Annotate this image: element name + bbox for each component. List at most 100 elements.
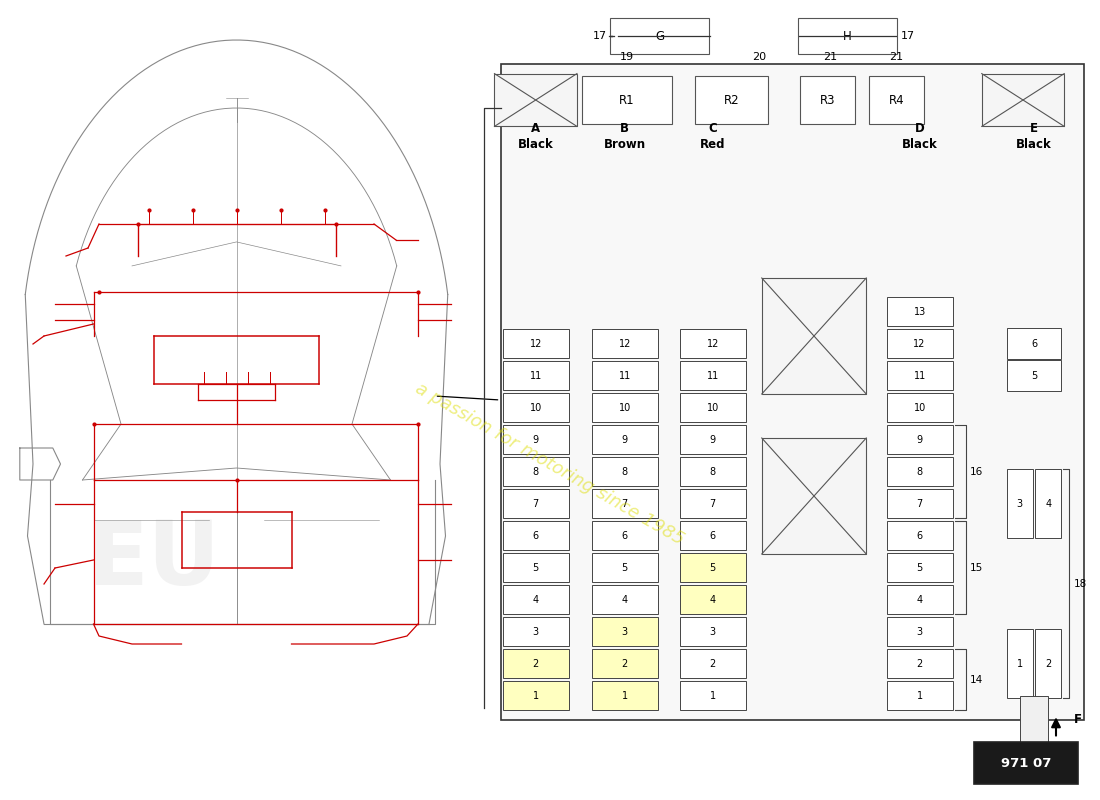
Text: 6: 6 xyxy=(916,530,923,541)
Text: G: G xyxy=(656,30,664,42)
Bar xyxy=(680,617,746,646)
Text: 11: 11 xyxy=(913,370,926,381)
Text: 3: 3 xyxy=(532,626,539,637)
Text: 16: 16 xyxy=(970,466,983,477)
Text: 10: 10 xyxy=(913,402,926,413)
Text: 4: 4 xyxy=(532,594,539,605)
Bar xyxy=(1006,360,1062,391)
Bar xyxy=(887,393,953,422)
Text: 1: 1 xyxy=(621,690,628,701)
Bar xyxy=(592,585,658,614)
Bar xyxy=(680,521,746,550)
Bar xyxy=(982,74,1065,126)
Bar xyxy=(503,457,569,486)
Bar xyxy=(695,76,768,124)
Text: 9: 9 xyxy=(621,434,628,445)
Text: 7: 7 xyxy=(710,498,716,509)
Bar xyxy=(503,361,569,390)
Bar xyxy=(503,521,569,550)
Bar xyxy=(887,489,953,518)
Text: 1: 1 xyxy=(532,690,539,701)
Text: 4: 4 xyxy=(916,594,923,605)
Bar xyxy=(798,18,896,54)
Text: 15: 15 xyxy=(970,562,983,573)
Text: H: H xyxy=(843,30,851,42)
Bar xyxy=(800,76,855,124)
Bar xyxy=(610,18,710,54)
Bar xyxy=(887,329,953,358)
Text: a passion for motoring since 1985: a passion for motoring since 1985 xyxy=(412,379,688,549)
Text: 12: 12 xyxy=(913,338,926,349)
Text: EU: EU xyxy=(88,517,220,603)
Text: 8: 8 xyxy=(916,466,923,477)
Text: 2: 2 xyxy=(916,658,923,669)
Text: 10: 10 xyxy=(706,402,719,413)
Text: 2: 2 xyxy=(532,658,539,669)
Text: 20: 20 xyxy=(752,51,766,62)
Text: 5: 5 xyxy=(710,562,716,573)
Bar xyxy=(592,457,658,486)
Bar xyxy=(680,393,746,422)
Text: R4: R4 xyxy=(889,94,904,106)
Text: 8: 8 xyxy=(621,466,628,477)
Text: 3: 3 xyxy=(916,626,923,637)
Text: 2: 2 xyxy=(710,658,716,669)
Bar xyxy=(582,76,672,124)
Bar xyxy=(887,585,953,614)
Text: F: F xyxy=(1074,713,1081,726)
Text: 6: 6 xyxy=(710,530,716,541)
Bar xyxy=(887,361,953,390)
Text: 12: 12 xyxy=(529,338,542,349)
Bar xyxy=(887,617,953,646)
Text: D
Black: D Black xyxy=(902,122,937,150)
Text: 7: 7 xyxy=(916,498,923,509)
Bar xyxy=(887,553,953,582)
Bar xyxy=(503,553,569,582)
Text: 7: 7 xyxy=(621,498,628,509)
Text: R3: R3 xyxy=(820,94,835,106)
Text: 6: 6 xyxy=(621,530,628,541)
Bar xyxy=(680,457,746,486)
Bar xyxy=(592,393,658,422)
Bar xyxy=(503,425,569,454)
Bar xyxy=(974,742,1078,784)
Bar xyxy=(887,297,953,326)
Bar xyxy=(761,438,867,554)
Text: 17: 17 xyxy=(593,31,606,41)
Text: 6: 6 xyxy=(532,530,539,541)
Text: 11: 11 xyxy=(706,370,719,381)
Text: 5: 5 xyxy=(621,562,628,573)
Bar xyxy=(680,553,746,582)
Text: 18: 18 xyxy=(1074,578,1087,589)
Bar xyxy=(503,329,569,358)
Text: 8: 8 xyxy=(710,466,716,477)
Bar xyxy=(1006,470,1033,538)
Text: 12: 12 xyxy=(618,338,631,349)
Bar xyxy=(1020,696,1048,743)
Bar xyxy=(1006,328,1062,359)
Bar xyxy=(680,649,746,678)
Bar xyxy=(1035,470,1062,538)
Text: 11: 11 xyxy=(618,370,631,381)
Bar xyxy=(503,649,569,678)
Bar xyxy=(503,489,569,518)
Text: 1: 1 xyxy=(916,690,923,701)
Bar xyxy=(869,76,924,124)
Text: 3: 3 xyxy=(710,626,716,637)
Bar xyxy=(680,425,746,454)
Text: 4: 4 xyxy=(621,594,628,605)
Bar xyxy=(503,681,569,710)
Text: 1: 1 xyxy=(1016,658,1023,669)
Text: 13: 13 xyxy=(913,306,926,317)
Bar xyxy=(592,681,658,710)
Bar xyxy=(887,457,953,486)
Text: 3: 3 xyxy=(1016,498,1023,509)
Bar xyxy=(887,521,953,550)
Bar xyxy=(592,489,658,518)
Text: 5: 5 xyxy=(1031,370,1037,381)
Bar xyxy=(680,489,746,518)
Bar xyxy=(592,425,658,454)
Text: A
Black: A Black xyxy=(518,122,553,150)
Text: 9: 9 xyxy=(532,434,539,445)
Text: 4: 4 xyxy=(710,594,716,605)
